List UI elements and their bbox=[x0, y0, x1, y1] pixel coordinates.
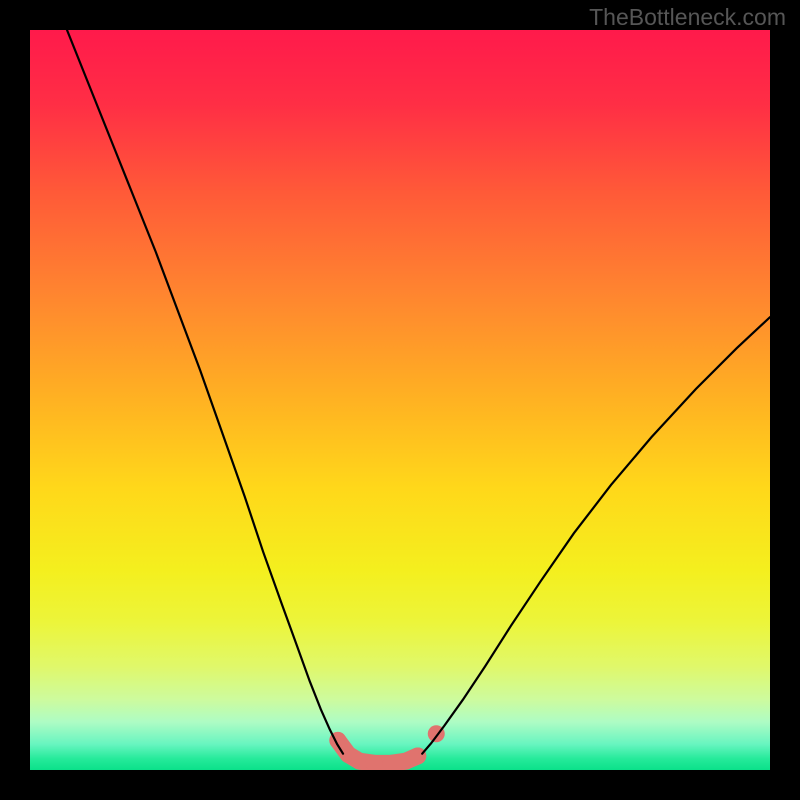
gradient-background bbox=[30, 30, 770, 770]
chart-frame: TheBottleneck.com bbox=[0, 0, 800, 800]
bottom-series-marker bbox=[351, 753, 368, 770]
watermark-text: TheBottleneck.com bbox=[589, 4, 786, 31]
bottom-series-marker bbox=[409, 747, 426, 764]
bottleneck-chart bbox=[30, 30, 770, 770]
